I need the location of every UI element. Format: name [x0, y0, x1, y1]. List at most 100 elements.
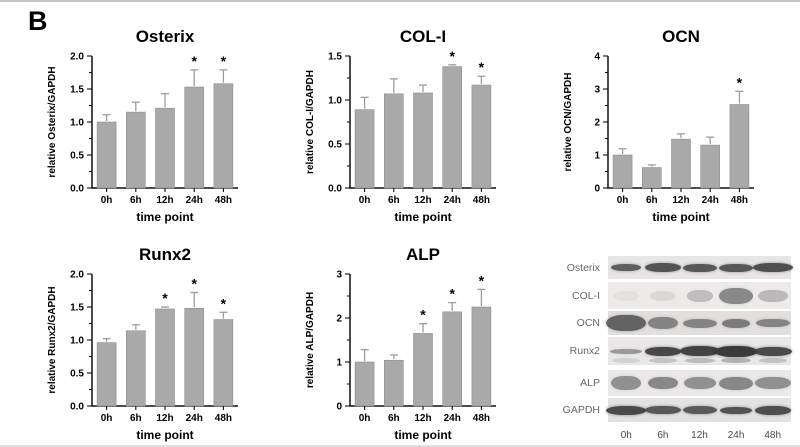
y-tick-label: 1.0: [70, 336, 84, 347]
y-tick-label: 0.5: [70, 369, 84, 380]
chart-ocn: OCN relative OCN/GAPDH 0 1 2 3 4 0h 6h 12h 24h 48h *…: [556, 12, 800, 227]
bar: [700, 144, 720, 189]
bar: [671, 138, 691, 189]
x-axis-label: time point: [652, 210, 709, 224]
x-tick-label: 0h: [617, 195, 629, 206]
blot-band: [644, 346, 681, 356]
significance-asterisk: *: [479, 272, 485, 288]
bar: [729, 104, 750, 189]
chart-osterix: Osterix relative Osterix/GAPDH 0.0 0.5 1.0 1.…: [40, 12, 290, 227]
x-tick-label: 48h: [731, 195, 748, 206]
x-tick-label: 48h: [473, 413, 490, 424]
blot-band: [719, 287, 754, 304]
y-tick-label: 1.5: [328, 52, 342, 63]
x-tick-label: 24h: [186, 413, 203, 424]
y-tick-label: 3: [336, 270, 342, 281]
chart-title: COL-I: [400, 27, 446, 46]
significance-asterisk: *: [449, 286, 455, 302]
western-blot-panel: Osterix COL-I OCN Runx2 ALP GAPDH 0h 6h 12h 24h 48…: [556, 240, 800, 445]
blot-band: [606, 315, 647, 331]
chart-svg: COL-I relative COL-I/GAPDH 0.0 0.5 1.0 1.5 0h 6…: [305, 27, 496, 224]
x-tick-label: 12h: [414, 195, 431, 206]
x-tick-label: 24h: [702, 195, 719, 206]
blot-band: [644, 263, 681, 272]
blot-band: [611, 264, 642, 271]
blot-row-label: Osterix: [566, 261, 600, 274]
blot-lane-label: 48h: [764, 430, 782, 441]
blot-row-label: ALP: [580, 377, 600, 389]
x-tick-label: 0h: [101, 413, 113, 424]
bar: [155, 107, 175, 189]
y-tick-label: 1.5: [70, 85, 84, 96]
y-tick-label: 0.0: [70, 184, 84, 195]
chart-col-i: COL-I relative COL-I/GAPDH 0.0 0.5 1.0 1.5 0h 6…: [298, 12, 548, 227]
chart-alp: ALP relative ALP/GAPDH 0 1 2 3 0h 6h 12h * 24h * 48h…: [298, 230, 548, 445]
significance-asterisk: *: [221, 53, 227, 69]
blot-band: [719, 376, 754, 390]
x-tick-label: 24h: [186, 195, 203, 206]
bar: [184, 308, 204, 407]
significance-asterisk: *: [479, 59, 485, 75]
bar: [354, 361, 375, 407]
blot-band: [719, 263, 754, 272]
blot-band: [679, 346, 720, 356]
blot-band: [720, 406, 753, 414]
bar: [96, 342, 117, 407]
y-tick-label: 2.0: [70, 270, 84, 281]
x-tick-label: 48h: [215, 413, 232, 424]
x-axis-label: time point: [394, 210, 451, 224]
blot-band: [686, 289, 713, 302]
bottom-edge-line: [0, 445, 800, 447]
blot-band: [610, 348, 643, 354]
y-axis-label: relative Osterix/GAPDH: [47, 66, 58, 177]
x-tick-label: 6h: [130, 413, 142, 424]
x-axis-label: time point: [136, 428, 193, 442]
y-tick-label: 2: [336, 314, 342, 325]
bar: [413, 333, 433, 407]
blot-band: [682, 263, 717, 272]
y-tick-label: 1.0: [328, 96, 342, 107]
x-tick-label: 6h: [388, 413, 400, 424]
x-tick-label: 24h: [444, 413, 461, 424]
chart-svg: Osterix relative Osterix/GAPDH 0.0 0.5 1.0 1.…: [47, 27, 238, 224]
y-tick-label: 0.0: [328, 184, 342, 195]
x-tick-label: 0h: [101, 195, 113, 206]
x-tick-label: 48h: [473, 195, 490, 206]
significance-asterisk: *: [191, 53, 197, 69]
x-tick-label: 12h: [156, 413, 173, 424]
y-tick-label: 0.5: [328, 140, 342, 151]
blot-sub-band: [612, 358, 641, 363]
blot-band: [757, 289, 788, 302]
blot-strip: [608, 337, 792, 365]
significance-asterisk: *: [737, 74, 743, 90]
y-tick-label: 1: [336, 358, 342, 369]
bar: [96, 121, 117, 189]
blot-band: [682, 406, 717, 414]
bar: [642, 167, 662, 189]
bar: [354, 109, 375, 189]
significance-asterisk: *: [420, 307, 426, 323]
top-edge-line: [0, 0, 800, 2]
blot-strip: [606, 398, 791, 422]
significance-asterisk: *: [162, 290, 168, 306]
blot-strip: [606, 311, 791, 335]
x-tick-label: 24h: [444, 195, 461, 206]
blot-lane-label: 0h: [620, 430, 632, 441]
y-tick-label: 2.0: [70, 52, 84, 63]
x-tick-label: 0h: [359, 413, 371, 424]
y-tick-label: 0.5: [70, 151, 84, 162]
blot-lane-label: 12h: [691, 430, 708, 441]
y-tick-label: 0: [594, 184, 600, 195]
bar: [612, 154, 633, 189]
blot-sub-band: [721, 358, 752, 363]
bar: [442, 311, 462, 407]
blot-band: [715, 345, 758, 357]
bar: [442, 66, 462, 189]
x-tick-label: 12h: [156, 195, 173, 206]
y-tick-label: 2: [594, 118, 600, 129]
blot-band: [644, 406, 681, 414]
chart-title: ALP: [406, 245, 440, 264]
bar: [155, 308, 175, 407]
blot-band: [606, 405, 647, 415]
